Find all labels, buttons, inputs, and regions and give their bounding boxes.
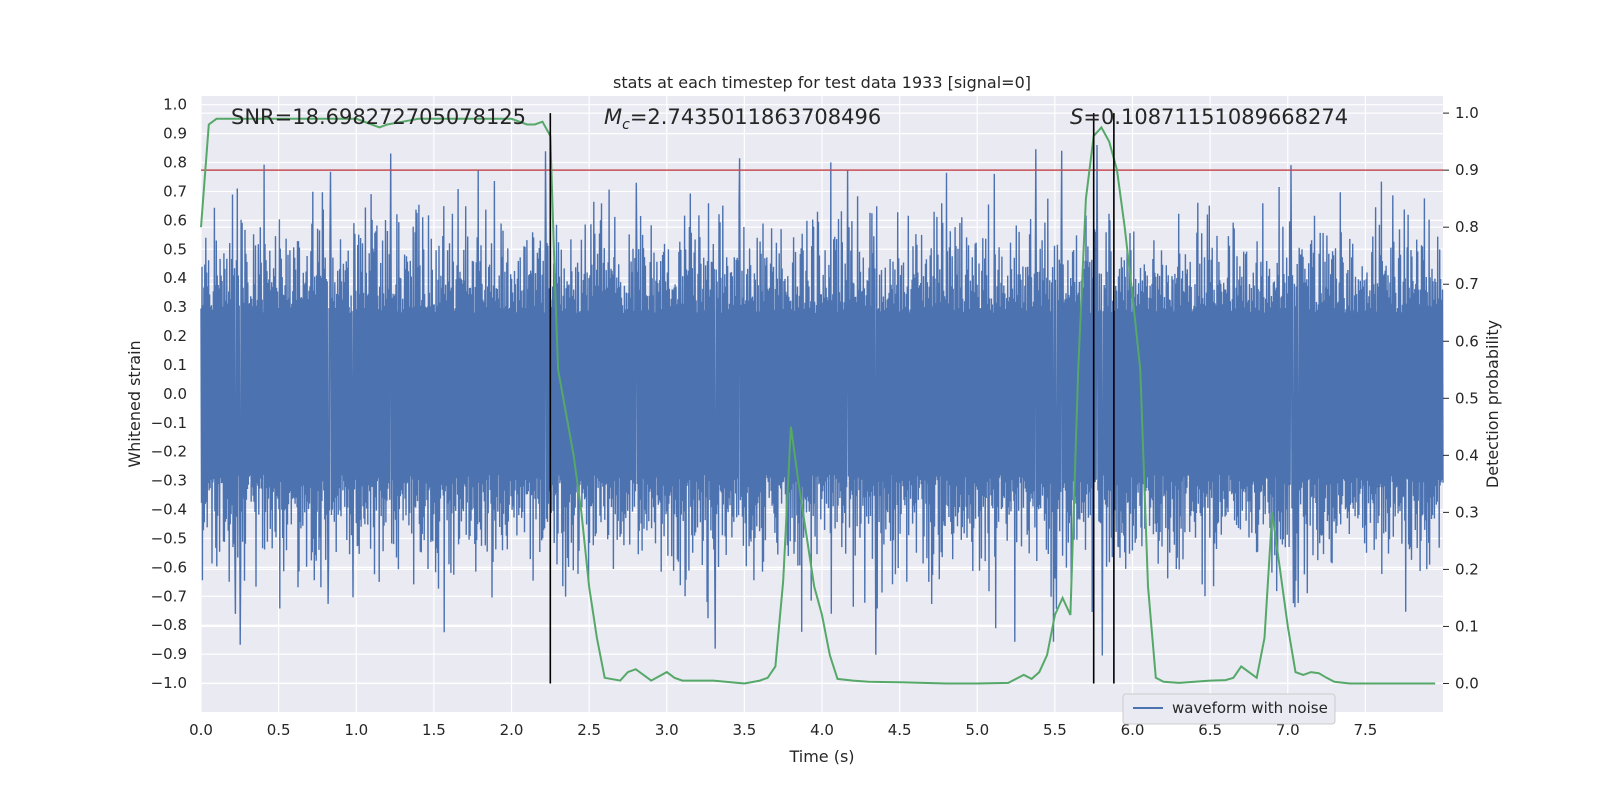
snr-annotation: SNR=18.698272705078125 bbox=[231, 105, 526, 129]
y2-tick-label: 0.3 bbox=[1455, 503, 1479, 521]
x-tick-label: 7.5 bbox=[1353, 721, 1377, 739]
x-tick-label: 0.5 bbox=[267, 721, 291, 739]
y-tick-label: 0.0 bbox=[163, 385, 187, 403]
y-tick-label: 0.3 bbox=[163, 298, 187, 316]
y2-tick-label: 0.5 bbox=[1455, 389, 1479, 407]
x-tick-label: 0.0 bbox=[189, 721, 213, 739]
x-tick-label: 3.0 bbox=[655, 721, 679, 739]
y-tick-label: −0.6 bbox=[151, 558, 187, 576]
x-tick-label: 1.0 bbox=[344, 721, 368, 739]
y-tick-label: −1.0 bbox=[151, 674, 187, 692]
s-annotation: S=0.10871151089668274 bbox=[1070, 105, 1348, 129]
y2-tick-label: 0.4 bbox=[1455, 446, 1479, 464]
mc-symbol: M bbox=[604, 105, 622, 129]
probability-line bbox=[200, 117, 1436, 685]
waveform-line bbox=[200, 144, 1444, 656]
vertical-markers bbox=[549, 113, 1115, 684]
y-tick-label: 0.1 bbox=[163, 356, 187, 374]
y2-tick-label: 1.0 bbox=[1455, 104, 1479, 122]
y-tick-label: 1.0 bbox=[163, 96, 187, 114]
y-tick-label: 0.9 bbox=[163, 125, 187, 143]
legend: waveform with noise bbox=[1122, 693, 1336, 725]
mc-value: =2.7435011863708496 bbox=[630, 105, 881, 129]
waveform-series bbox=[200, 144, 1444, 656]
x-tick-label: 2.0 bbox=[500, 721, 524, 739]
y-tick-label: −0.3 bbox=[151, 472, 187, 490]
y-axis-label: Whitened strain bbox=[125, 340, 144, 467]
y-tick-label: 0.6 bbox=[163, 211, 187, 229]
x-tick-label: 7.0 bbox=[1276, 721, 1300, 739]
legend-label: waveform with noise bbox=[1172, 699, 1328, 717]
y-tick-label: −0.7 bbox=[151, 587, 187, 605]
x-axis-label: Time (s) bbox=[788, 747, 854, 766]
y-tick-label: −0.1 bbox=[151, 414, 187, 432]
y-tick-label: −0.2 bbox=[151, 443, 187, 461]
y2-tick-label: 0.1 bbox=[1455, 617, 1479, 635]
y-tick-label: −0.9 bbox=[151, 645, 187, 663]
y2-tick-label: 0.2 bbox=[1455, 560, 1479, 578]
x-tick-label: 5.5 bbox=[1043, 721, 1067, 739]
x-tick-label: 6.5 bbox=[1198, 721, 1222, 739]
mc-annotation: Mc=2.7435011863708496 bbox=[604, 105, 881, 133]
chart-title: stats at each timestep for test data 193… bbox=[613, 73, 1031, 92]
y2-tick-label: 0.9 bbox=[1455, 161, 1479, 179]
x-tick-label: 2.5 bbox=[577, 721, 601, 739]
y2-tick-label: 0.6 bbox=[1455, 332, 1479, 350]
s-value: =0.10871151089668274 bbox=[1083, 105, 1348, 129]
x-tick-label: 6.0 bbox=[1121, 721, 1145, 739]
axis-ticks: 0.0 0.5 1.0 1.5 2.0 2.5 3.0 3.5 4.0 4.5 5.0 5.5 6.0 6… bbox=[151, 96, 1479, 739]
x-tick-label: 5.0 bbox=[965, 721, 989, 739]
s-symbol: S bbox=[1070, 105, 1083, 129]
y-tick-label: 0.4 bbox=[163, 269, 187, 287]
y-tick-label: 0.5 bbox=[163, 240, 187, 258]
y2-axis-label: Detection probability bbox=[1483, 320, 1502, 488]
x-tick-label: 3.5 bbox=[732, 721, 756, 739]
x-tick-label: 4.0 bbox=[810, 721, 834, 739]
y2-tick-label: 0.0 bbox=[1455, 674, 1479, 692]
y2-tick-label: 0.7 bbox=[1455, 275, 1479, 293]
legend-box bbox=[1122, 693, 1336, 725]
y2-tick-label: 0.8 bbox=[1455, 218, 1479, 236]
y-tick-label: 0.2 bbox=[163, 327, 187, 345]
x-tick-label: 1.5 bbox=[422, 721, 446, 739]
mc-subscript: c bbox=[622, 117, 630, 133]
probability-series bbox=[200, 117, 1436, 685]
y-tick-label: −0.4 bbox=[151, 501, 187, 519]
y-tick-label: −0.8 bbox=[151, 616, 187, 634]
y-tick-label: −0.5 bbox=[151, 529, 187, 547]
y-tick-label: 0.7 bbox=[163, 182, 187, 200]
y-tick-label: 0.8 bbox=[163, 154, 187, 172]
x-tick-label: 4.5 bbox=[888, 721, 912, 739]
